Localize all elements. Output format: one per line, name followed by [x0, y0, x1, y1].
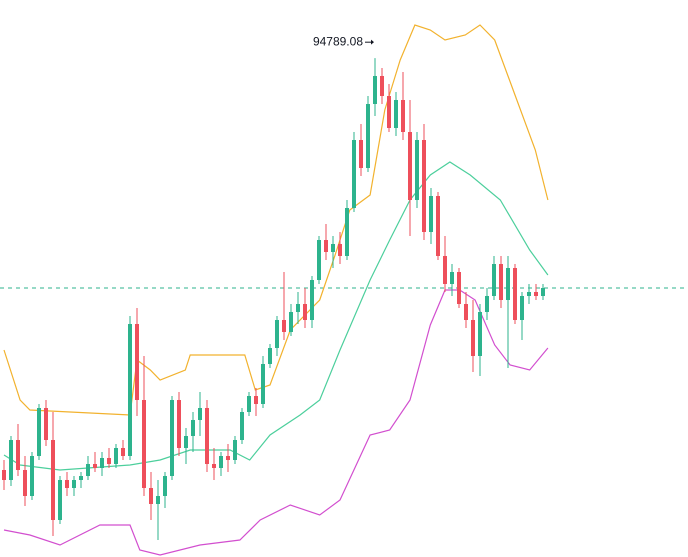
candle-body	[58, 480, 62, 520]
candle-body	[408, 132, 412, 200]
candle-body	[51, 440, 55, 520]
candle-body	[422, 140, 426, 232]
candle-body	[317, 240, 321, 280]
candle-body	[240, 412, 244, 440]
candle-body	[415, 140, 419, 200]
candle-body	[79, 476, 83, 480]
band-line	[3, 289, 549, 556]
max-price-label: 94789.08	[313, 34, 363, 48]
candle-body	[268, 348, 272, 364]
candle-body	[233, 440, 237, 460]
candle-body	[436, 196, 440, 256]
candle-body	[149, 488, 153, 504]
candle-body	[205, 408, 209, 464]
candle-body	[93, 464, 97, 468]
candle-body	[275, 320, 279, 348]
candle-body	[44, 408, 48, 440]
candle-body	[296, 304, 300, 312]
candle-body	[254, 396, 258, 404]
candle-body	[345, 208, 349, 256]
candle-body	[128, 324, 132, 456]
candle-body	[387, 96, 391, 128]
candle-body	[492, 264, 496, 296]
candle-body	[9, 440, 13, 480]
candle-body	[177, 400, 181, 448]
candle-body	[114, 448, 118, 464]
candle-body	[282, 320, 286, 332]
candle-body	[23, 470, 27, 496]
candle-body	[506, 268, 510, 300]
candle-body	[142, 400, 146, 488]
candle-body	[373, 76, 377, 104]
candle-body	[198, 408, 202, 420]
candle-body	[86, 464, 90, 476]
candle-body	[170, 400, 174, 476]
candle-body	[401, 100, 405, 132]
candle-body	[394, 100, 398, 128]
candle-body	[65, 480, 69, 488]
candle-body	[219, 456, 223, 468]
candle-body	[464, 304, 468, 320]
candle-body	[443, 256, 447, 284]
candle-body	[527, 292, 531, 296]
candle-body	[534, 292, 538, 296]
candle-body	[30, 456, 34, 496]
candle-body	[226, 456, 230, 460]
candle-body	[338, 244, 342, 256]
candle-body	[121, 448, 125, 456]
candle-body	[100, 458, 104, 468]
candle-body	[331, 244, 335, 252]
candle-body	[359, 140, 363, 168]
candle-body	[457, 272, 461, 304]
candle-body	[366, 104, 370, 168]
candle-body	[191, 420, 195, 436]
candle-body	[541, 288, 545, 296]
candle-body	[324, 240, 328, 252]
candle-body	[289, 312, 293, 332]
candle-body	[2, 470, 6, 480]
candle-body	[352, 140, 356, 208]
candle-body	[107, 458, 111, 464]
candle-body	[72, 480, 76, 488]
candle-body	[37, 408, 41, 456]
candle-body	[184, 436, 188, 448]
candle-body	[212, 464, 216, 468]
candle-body	[478, 312, 482, 356]
candle-body	[303, 304, 307, 320]
candle-body	[163, 476, 167, 496]
candle-body	[310, 280, 314, 320]
candle-body	[499, 264, 503, 300]
candle-body	[520, 296, 524, 320]
candle-body	[513, 268, 517, 320]
candle-body	[16, 440, 20, 470]
candle-body	[380, 76, 384, 96]
candle-body	[471, 320, 475, 356]
candle-body	[156, 496, 160, 504]
band-line	[3, 24, 549, 416]
candle-body	[429, 196, 433, 232]
candle-body	[485, 296, 489, 312]
band-line	[3, 161, 549, 471]
candle-body	[135, 324, 139, 400]
candle-body	[261, 364, 265, 404]
candle-body	[450, 272, 454, 284]
candle-body	[247, 396, 251, 412]
max-price-arrowhead	[371, 39, 374, 45]
